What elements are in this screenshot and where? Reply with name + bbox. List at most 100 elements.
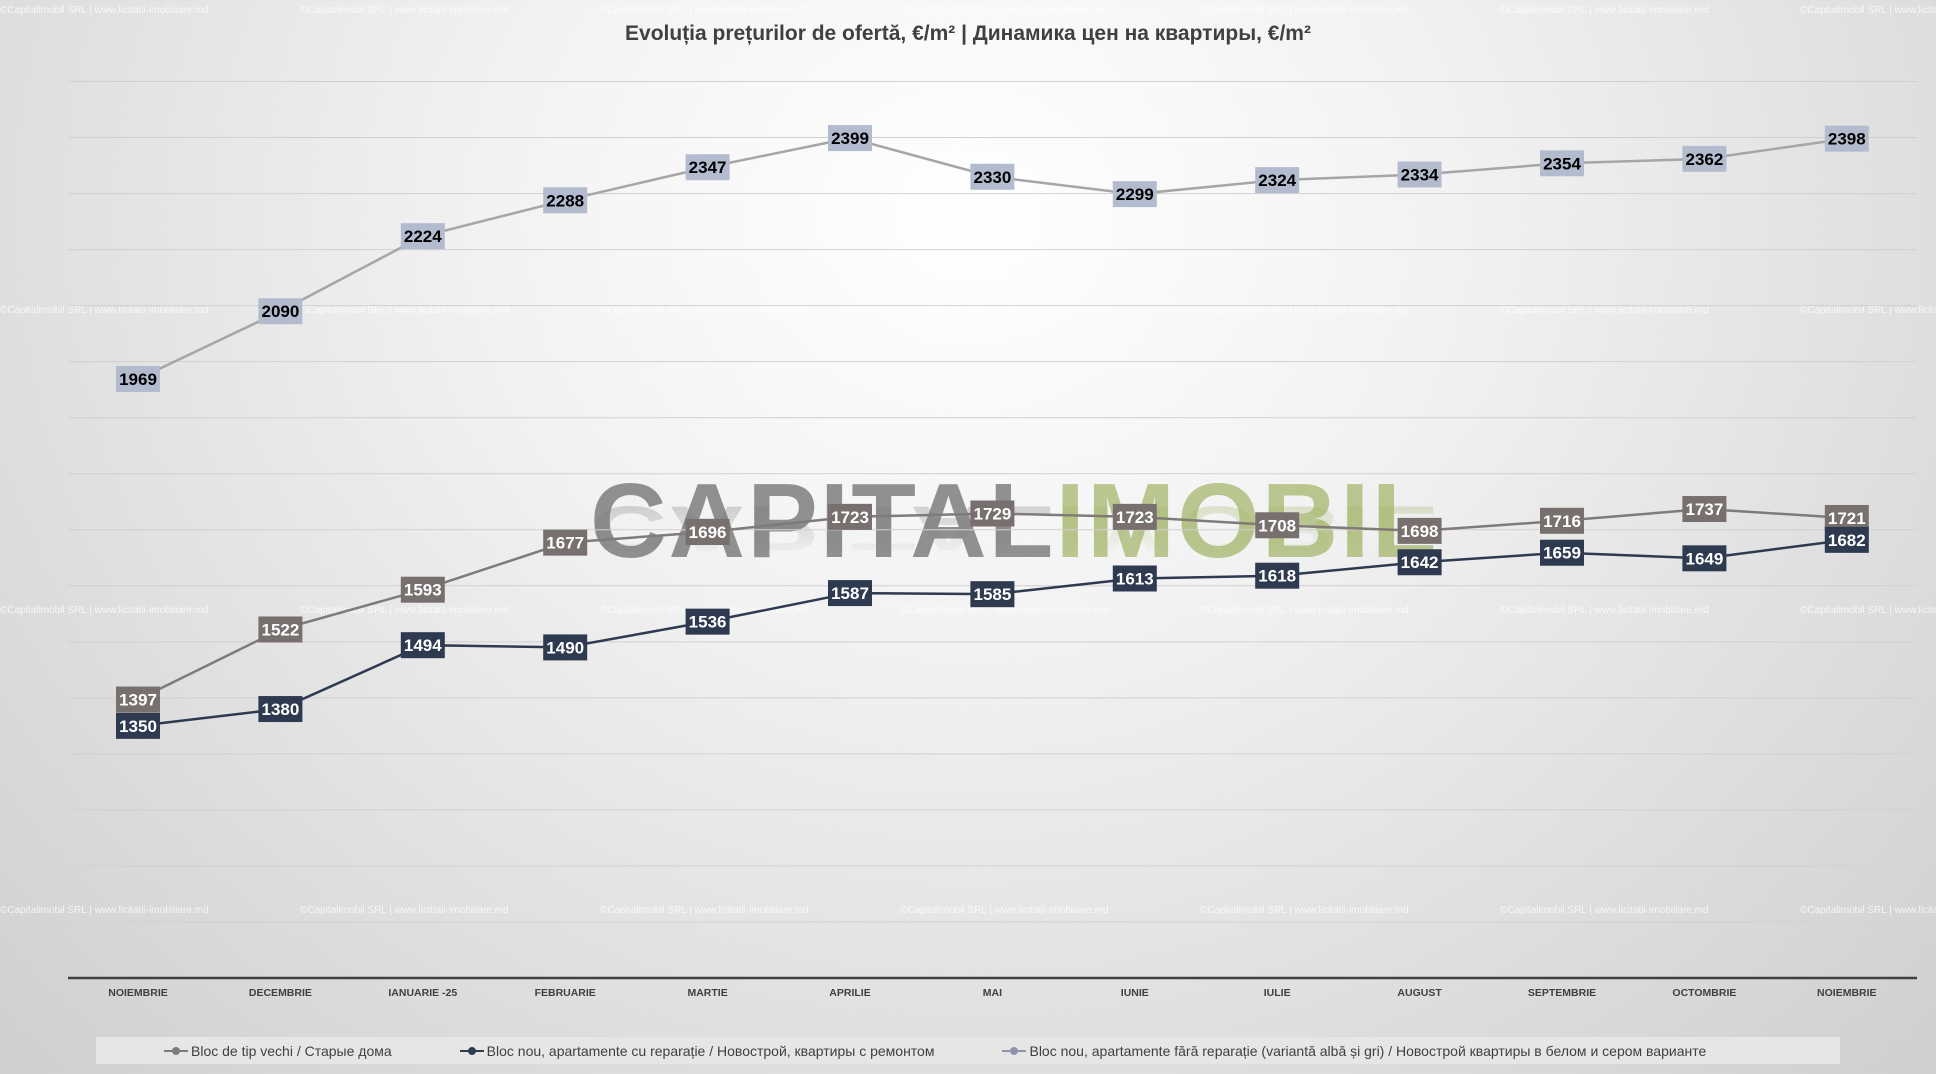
watermark-text: ©Capitalimobil SRL | www.licitatii-imobi… xyxy=(900,605,1109,616)
x-tick-label: DECEMBRIE xyxy=(249,987,312,999)
chart-title: Evoluția prețurilor de ofertă, €/m² | Ди… xyxy=(625,22,1311,45)
data-label-box xyxy=(970,163,1015,190)
watermark-text: ©Capitalimobil SRL | www.licitatii-imobi… xyxy=(1800,305,1936,316)
data-label-box xyxy=(1112,565,1157,592)
watermark-text: ©Capitalimobil SRL | www.licitatii-imobi… xyxy=(300,5,509,16)
watermark-text: ©Capitalimobil SRL | www.licitatii-imobi… xyxy=(1200,605,1409,616)
data-label-box xyxy=(1397,549,1442,576)
data-label: 1522 xyxy=(261,620,299,639)
watermark-text: ©Capitalimobil SRL | www.licitatii-imobi… xyxy=(1500,905,1709,916)
data-label-box xyxy=(1682,496,1727,523)
data-label: 1593 xyxy=(404,581,442,600)
data-label: 1642 xyxy=(1401,553,1439,572)
watermark-text: ©Capitalimobil SRL | www.licitatii-imobi… xyxy=(1800,905,1936,916)
legend-marker-icon xyxy=(1002,1046,1027,1056)
data-label-box xyxy=(1397,161,1442,188)
data-label-box xyxy=(828,125,872,152)
data-label: 1587 xyxy=(831,584,869,603)
x-tick-label: OCTOMBRIE xyxy=(1672,987,1736,999)
data-label: 2324 xyxy=(1258,171,1296,190)
data-label: 1723 xyxy=(1116,508,1154,527)
data-label-box xyxy=(258,616,303,643)
data-label-box xyxy=(1824,504,1869,531)
legend: Bloc de tip vechi / Старые дома Bloc nou… xyxy=(96,1037,1840,1064)
watermark-text: ©Capitalimobil SRL | www.licitatii-imobi… xyxy=(0,905,209,916)
data-label: 1536 xyxy=(689,613,727,632)
data-label: 1350 xyxy=(119,717,157,736)
x-tick-label: SEPTEMBRIE xyxy=(1528,987,1596,999)
legend-item-new-repair: Bloc nou, apartamente cu reparație / Нов… xyxy=(459,1043,934,1059)
data-label: 1737 xyxy=(1685,500,1723,519)
data-label: 1716 xyxy=(1543,512,1581,531)
data-label: 1494 xyxy=(404,636,442,655)
data-label: 1649 xyxy=(1685,549,1723,568)
data-label: 1723 xyxy=(831,508,869,527)
data-label: 1698 xyxy=(1401,522,1439,541)
watermark-text: ©Capitalimobil SRL | www.licitatii-imobi… xyxy=(600,305,809,316)
data-label: 1618 xyxy=(1258,567,1296,586)
data-label-box xyxy=(1397,517,1442,544)
data-label: 1708 xyxy=(1258,516,1296,535)
data-label-box xyxy=(543,529,588,556)
data-label-box xyxy=(543,634,588,661)
watermark-text: ©Capitalimobil SRL | www.licitatii-imobi… xyxy=(1500,5,1709,16)
data-label-box xyxy=(1682,145,1727,172)
data-label-box xyxy=(1112,181,1157,208)
legend-item-new-white: Bloc nou, apartamente fără reparație (va… xyxy=(1002,1043,1706,1059)
watermark-text: ©Capitalimobil SRL | www.licitatii-imobi… xyxy=(900,5,1109,16)
watermark-text: ©Capitalimobil SRL | www.licitatii-imobi… xyxy=(600,5,809,16)
data-label: 1585 xyxy=(973,585,1011,604)
data-label-box xyxy=(1824,125,1869,152)
data-label: 2299 xyxy=(1116,185,1154,204)
legend-label: Bloc nou, apartamente fără reparație (va… xyxy=(1029,1042,1707,1059)
data-label-box xyxy=(116,686,160,713)
data-label-box xyxy=(828,580,872,607)
watermark-text: ©Capitalimobil SRL | www.licitatii-imobi… xyxy=(1200,305,1409,316)
watermark-text: ©Capitalimobil SRL | www.licitatii-imobi… xyxy=(1500,605,1709,616)
data-label: 1729 xyxy=(973,505,1011,524)
data-label-box xyxy=(1824,526,1869,553)
data-label-box xyxy=(1255,512,1300,539)
watermark-text: ©Capitalimobil SRL | www.licitatii-imobi… xyxy=(0,305,209,316)
data-label: 1969 xyxy=(119,370,157,389)
data-label: 1721 xyxy=(1828,509,1866,528)
x-tick-label: IANUARIE -25 xyxy=(388,987,457,999)
data-label-box xyxy=(828,503,872,530)
data-label: 2334 xyxy=(1401,166,1439,185)
data-label-box xyxy=(400,576,445,603)
data-label: 2224 xyxy=(404,227,442,246)
data-label: 1490 xyxy=(546,638,584,657)
data-label-box xyxy=(970,500,1015,527)
data-label-box xyxy=(1540,507,1584,534)
watermark-text: ©Capitalimobil SRL | www.licitatii-imobi… xyxy=(1500,305,1709,316)
data-label: 1682 xyxy=(1828,531,1866,550)
x-tick-label: IULIE xyxy=(1264,987,1291,999)
data-label-box xyxy=(116,366,160,393)
data-label: 2288 xyxy=(546,191,584,210)
data-label: 1397 xyxy=(119,691,157,710)
data-label: 1659 xyxy=(1543,544,1581,563)
x-tick-label: NOIEMBRIE xyxy=(108,987,168,999)
data-label-box xyxy=(1540,150,1584,177)
watermark-text: ©Capitalimobil SRL | www.licitatii-imobi… xyxy=(1200,905,1409,916)
data-label: 2362 xyxy=(1685,150,1723,169)
watermark-text: ©Capitalimobil SRL | www.licitatii-imobi… xyxy=(0,605,209,616)
watermark-text: ©Capitalimobil SRL | www.licitatii-imobi… xyxy=(1800,5,1936,16)
legend-marker-icon xyxy=(164,1046,188,1056)
data-label: 1613 xyxy=(1116,569,1154,588)
data-label-box xyxy=(1682,545,1727,572)
watermark-text: ©Capitalimobil SRL | www.licitatii-imobi… xyxy=(900,905,1109,916)
data-label: 2330 xyxy=(973,168,1011,187)
data-label-box xyxy=(1255,562,1300,589)
data-label-box xyxy=(685,608,730,635)
data-label: 2399 xyxy=(831,129,869,148)
data-label: 2398 xyxy=(1828,130,1866,149)
data-label-box xyxy=(116,712,160,739)
watermark-text: ©Capitalimobil SRL | www.licitatii-imobi… xyxy=(1200,5,1409,16)
data-label-box xyxy=(1112,503,1157,530)
data-label: 2090 xyxy=(261,302,299,321)
watermark-text: ©Capitalimobil SRL | www.licitatii-imobi… xyxy=(1800,605,1936,616)
x-tick-label: FEBRUARIE xyxy=(535,987,596,999)
watermark-text: ©Capitalimobil SRL | www.licitatii-imobi… xyxy=(0,5,209,16)
